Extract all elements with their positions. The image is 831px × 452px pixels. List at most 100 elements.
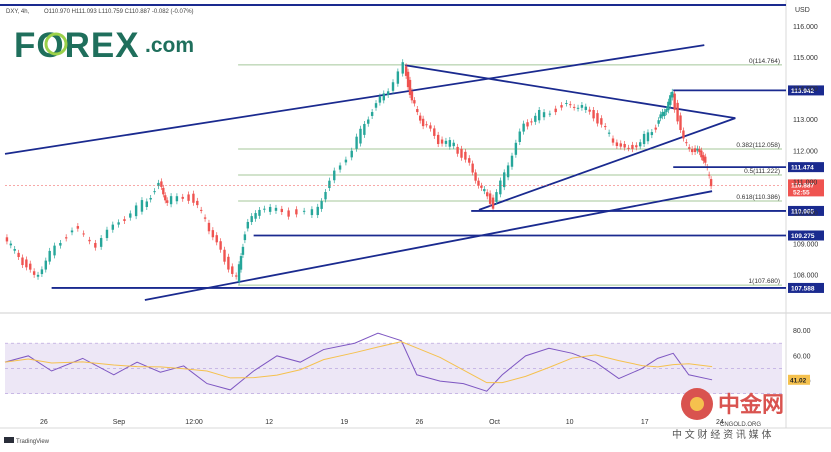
candle-body [642,133,646,145]
candle-body [324,191,327,200]
level-price-tag [788,230,824,241]
candle-body [444,140,448,144]
candle-body [401,62,404,74]
candle-body [491,197,495,209]
candle-body [382,93,385,101]
candle-body [396,71,400,84]
level-price-tag [788,85,824,96]
candle-body [611,138,615,143]
level-price-label: 113.942 [791,88,815,95]
candle-body [367,119,370,124]
candle-body [460,148,463,158]
level-price-label: 109.275 [791,233,815,240]
candle-body [588,109,591,112]
candle-body [688,147,691,149]
candle-body [320,201,323,209]
candle-body [436,134,440,145]
level-price-tag [788,162,824,173]
level-price-label: 111.474 [791,165,814,172]
candle-body [99,238,103,247]
price-layer [5,59,713,285]
candle-body [542,112,546,118]
candle-body [548,113,552,115]
logo-ring-icon [44,32,68,56]
candle-body [584,106,588,110]
candle-body [9,243,13,246]
tradingview-badge: TradingView [4,437,50,445]
candle-body [572,106,576,108]
candle-body [263,208,266,210]
candle-body [370,112,374,116]
candle-body [234,275,238,277]
candle-body [604,126,607,128]
candle-body [698,149,701,153]
candle-body [310,209,314,216]
candle-body [530,121,533,123]
candle-body [149,197,152,200]
candle-body [659,114,662,119]
candle-body [21,257,24,266]
current-price-tag [788,179,824,197]
candle-body [386,91,390,95]
candle-body [211,230,215,238]
candle-body [17,252,20,258]
candle-body [374,103,378,108]
candle-body [676,102,679,122]
candle-body [145,201,149,208]
candle-body [663,111,666,116]
candle-body [237,264,241,282]
candle-body [196,200,199,206]
triangle-upper-trendline [405,64,736,120]
rsi-line [4,332,713,392]
candle-body [704,156,707,163]
candle-body [671,91,674,98]
candle-body [36,274,40,277]
candle-body [510,155,514,167]
candle-body [623,143,626,148]
candle-body [569,104,572,106]
candle-body [483,189,486,192]
candle-body [378,96,382,103]
candle-body [239,256,243,270]
candle-body [175,196,179,202]
candle-body [419,115,422,121]
rsi-value-label: 41.02 [790,377,807,384]
price-tick-label: 111.000 [793,179,817,186]
candle-body [499,180,502,195]
level-layer: 113.942 111.474 110.065 109.275 107.588 110.8… [5,85,824,293]
candle-body [302,210,306,212]
candle-body [406,71,410,88]
fib-level-label: 0.618(110.386) [736,194,780,201]
fib-level-label: 0.5(111.222) [744,168,780,175]
candle-body [169,196,173,205]
candle-body [250,216,253,223]
candle-body [702,155,705,161]
candle-body [464,151,467,160]
time-tick-label: 26 [40,419,48,426]
candle-body [627,147,630,149]
candle-body [615,142,619,146]
level-price-label: 107.588 [791,285,815,292]
candle-body [164,195,167,201]
candle-body [207,222,211,232]
currency-label: USD [795,7,810,14]
candle-body [162,187,165,195]
current-price-label: 110.887 [791,182,815,189]
price-tick-label: 114.000 [793,86,818,93]
rsi-tick-label: 60.00 [793,353,811,360]
price-tick-label: 109.000 [793,242,818,249]
candle-body [456,146,459,154]
candle-body [596,113,599,124]
candle-body [241,246,245,255]
candle-body [474,172,477,181]
candle-body [682,130,685,139]
fibonacci-layer: 0(114.764) 0.382(112.058) 0.5(111.222) 0.61… [238,58,782,286]
candle-body [534,115,537,122]
candle-body [592,110,595,119]
candle-body [600,118,603,125]
candle-body [477,180,480,186]
candle-body [287,210,290,217]
candle-body [661,112,664,117]
candle-body [554,108,557,113]
